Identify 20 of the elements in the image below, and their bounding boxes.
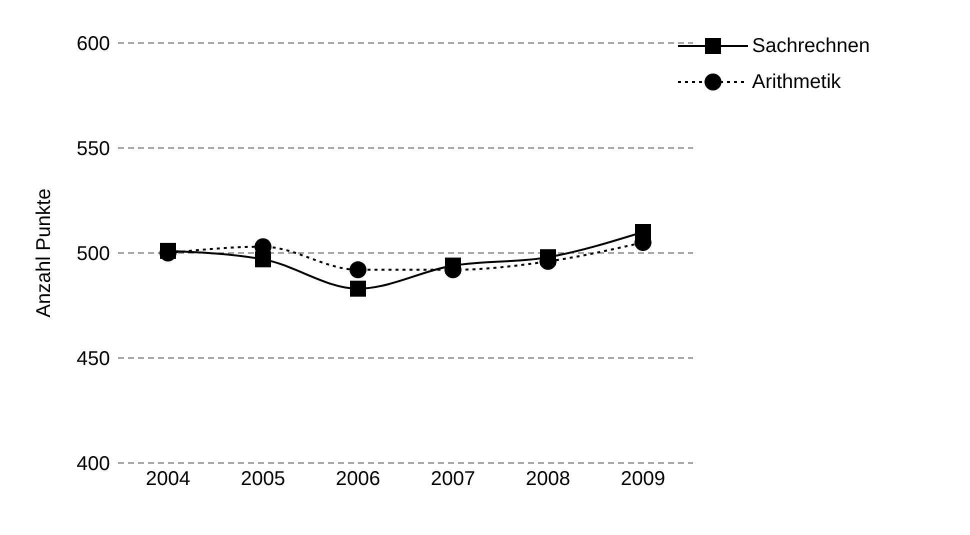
- y-tick-label: 400: [76, 453, 110, 476]
- point: [255, 251, 271, 268]
- point: [635, 224, 651, 240]
- y-tick-label: 450: [76, 348, 110, 370]
- point: [350, 261, 366, 278]
- legend-label: Arithmetik: [752, 70, 841, 94]
- x-tick-label: 2007: [430, 468, 476, 490]
- y-tick-label: 500: [76, 243, 110, 266]
- y-axis-title: Anzahl Punkte: [33, 188, 56, 318]
- x-tick-label: 2006: [336, 468, 380, 490]
- x-tick-label: 2005: [240, 468, 286, 490]
- x-tick-label: 2009: [620, 468, 666, 490]
- point: [445, 258, 461, 274]
- y-tick-label: 600: [76, 33, 110, 56]
- legend-label: Sachrechnen: [752, 34, 870, 58]
- x-tick-label: 2004: [146, 468, 190, 490]
- point: [540, 249, 556, 266]
- point: [350, 280, 366, 297]
- x-tick-label: 2008: [526, 468, 570, 490]
- y-tick-label: 550: [76, 138, 110, 160]
